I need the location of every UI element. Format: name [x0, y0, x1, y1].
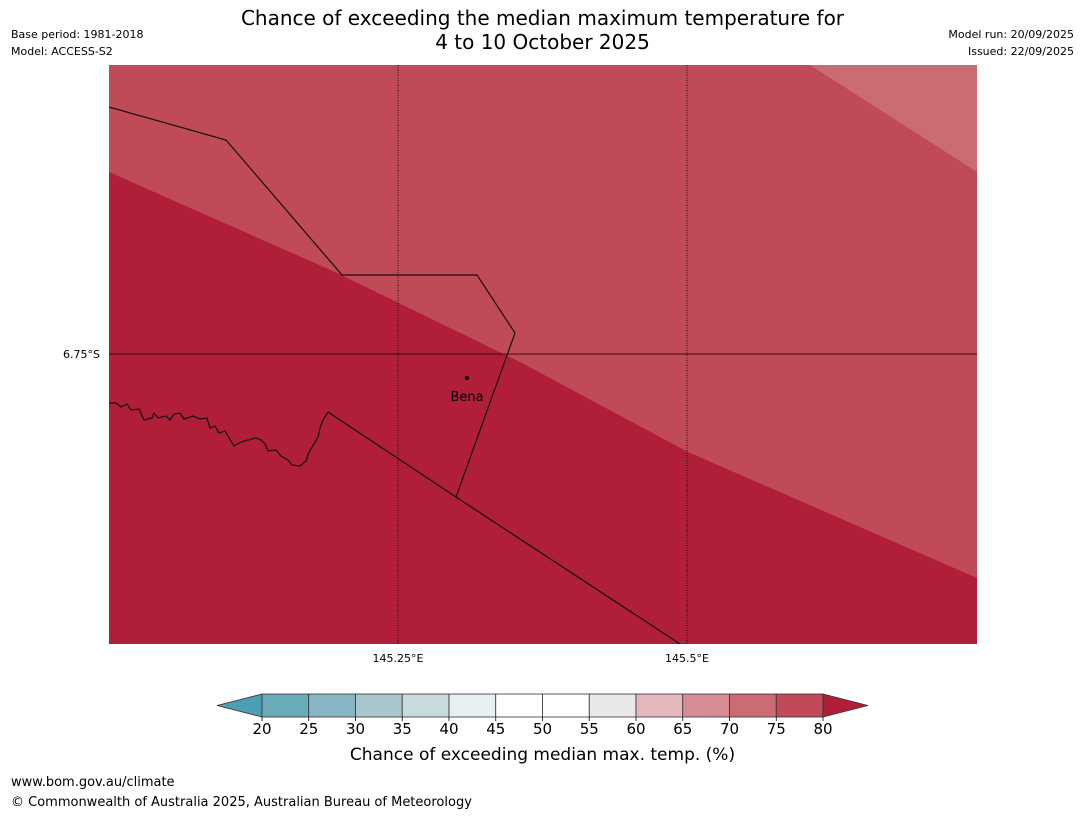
- colorbar-swatch: [542, 693, 590, 718]
- meta-left: Base period: 1981-2018 Model: ACCESS-S2: [11, 26, 143, 60]
- model-name: Model: ACCESS-S2: [11, 45, 113, 58]
- colorbar-swatch: [495, 693, 543, 718]
- town-label-bena: Bena: [450, 390, 483, 405]
- lat-label-6-75: 6.75°S: [63, 348, 100, 361]
- colorbar-swatch: [308, 693, 356, 718]
- colorbar-tick-label: 80: [813, 720, 832, 738]
- colorbar-tick-label: 30: [346, 720, 365, 738]
- issued-date: Issued: 22/09/2025: [967, 45, 1074, 58]
- town-marker-bena: [465, 376, 469, 380]
- colorbar-tick-label: 55: [580, 720, 599, 738]
- colorbar-tick-label: 70: [720, 720, 739, 738]
- colorbar-tick-label: 20: [252, 720, 271, 738]
- colorbar-swatch: [682, 693, 730, 718]
- title-line-2: 4 to 10 October 2025: [435, 30, 650, 54]
- colorbar-swatch: [448, 693, 497, 718]
- colorbar-swatch: [261, 693, 310, 718]
- colorbar-swatch: [401, 693, 450, 718]
- footer-copyright: © Commonwealth of Australia 2025, Austra…: [11, 795, 472, 810]
- colorbar-tick-label: 60: [626, 720, 645, 738]
- lon-label-145-5: 145.5°E: [665, 652, 709, 665]
- colorbar-extend-over: [822, 693, 869, 718]
- colorbar-tick-label: 25: [299, 720, 318, 738]
- province-boundary-south: [327, 411, 681, 644]
- map-title: Chance of exceeding the median maximum t…: [0, 6, 1085, 54]
- colorbar-tick-label: 75: [767, 720, 786, 738]
- colorbar-tick-label: 40: [439, 720, 458, 738]
- colorbar-swatch: [355, 693, 403, 718]
- colorbar-swatch: [775, 693, 824, 718]
- probability-zone-70-75: [810, 65, 977, 172]
- colorbar-tick-label: 50: [533, 720, 552, 738]
- model-run: Model run: 20/09/2025: [948, 28, 1074, 41]
- probability-zone-80-plus: [109, 172, 977, 644]
- colorbar-tick-label: 35: [393, 720, 412, 738]
- base-period: Base period: 1981-2018: [11, 28, 144, 41]
- colorbar-swatch: [588, 693, 637, 718]
- lon-label-145-25: 145.25°E: [373, 652, 424, 665]
- colorbar-swatch: [729, 693, 777, 718]
- river-boundary: [109, 402, 329, 467]
- province-boundary: [109, 106, 516, 498]
- colorbar: 20 25 30 35 40 45 50 55 60 65 70 75 80: [216, 693, 869, 738]
- colorbar-tick-label: 65: [673, 720, 692, 738]
- colorbar-label: Chance of exceeding median max. temp. (%…: [349, 745, 736, 765]
- colorbar-tick-label: 45: [486, 720, 505, 738]
- meta-right: Model run: 20/09/2025 Issued: 22/09/2025: [948, 26, 1074, 60]
- colorbar-extend-under: [216, 693, 263, 718]
- title-line-1: Chance of exceeding the median maximum t…: [240, 6, 845, 30]
- map: Bena 6.75°S 145.25°E 145.5°E: [63, 65, 977, 665]
- colorbar-swatch: [635, 693, 684, 718]
- footer-url[interactable]: www.bom.gov.au/climate: [11, 775, 175, 790]
